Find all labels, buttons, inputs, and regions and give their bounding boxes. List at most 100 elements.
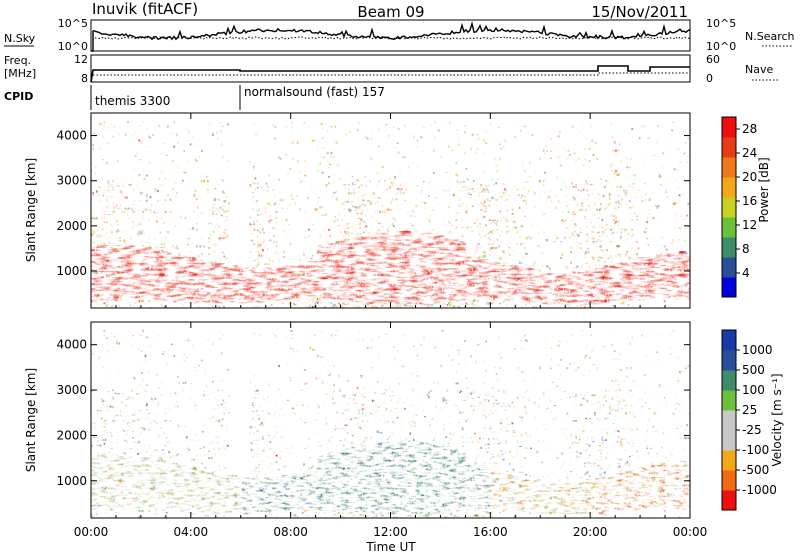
power-cell: [290, 293, 293, 297]
power-cell: [91, 291, 93, 295]
power-cell: [335, 240, 338, 244]
power-cell: [296, 279, 299, 282]
power-cell: [220, 263, 223, 266]
power-cell: [149, 259, 152, 262]
power-cell: [207, 289, 209, 293]
power-cell: [184, 289, 187, 293]
power-cell: [304, 277, 307, 280]
power-cell: [328, 253, 330, 256]
power-cell: [323, 281, 325, 285]
power-cell: [138, 263, 141, 266]
power-cell: [331, 281, 334, 285]
power-cell: [117, 293, 119, 297]
power-cell: [288, 271, 290, 274]
power-cell: [218, 283, 221, 287]
power-cell: [298, 283, 300, 287]
power-cell: [308, 295, 310, 299]
power-cell: [270, 293, 273, 297]
power-cell: [102, 263, 104, 266]
power-cell: [256, 214, 259, 217]
power-cell: [114, 291, 117, 295]
power-cell: [135, 267, 138, 270]
power-cell: [109, 281, 112, 285]
power-cell: [338, 240, 340, 244]
power-cell: [255, 265, 258, 268]
power-cell: [139, 269, 142, 272]
power-cell: [192, 287, 194, 291]
power-cell: [313, 289, 315, 293]
power-cell: [249, 171, 252, 175]
power-cell: [319, 259, 322, 262]
power-cell: [204, 267, 207, 270]
power-cell: [160, 275, 163, 278]
power-cell: [99, 259, 102, 262]
power-cell: [274, 273, 277, 276]
power-cell: [234, 281, 237, 285]
power-cell: [93, 279, 96, 282]
power-cell: [331, 287, 334, 291]
power-cell: [157, 257, 159, 260]
power-cell: [308, 277, 310, 280]
power-cell: [286, 267, 289, 270]
power-cell: [343, 234, 345, 238]
power-cell: [190, 173, 193, 177]
power-cell: [140, 249, 143, 252]
power-cell: [325, 269, 328, 272]
power-cell: [105, 245, 108, 248]
power-cell: [119, 283, 122, 287]
power-cell: [269, 226, 272, 230]
power-cell: [286, 281, 289, 285]
power-cell: [341, 293, 344, 297]
power-cell: [94, 259, 97, 262]
power-cell: [289, 279, 292, 282]
power-cell: [187, 257, 189, 260]
power-cell: [325, 285, 328, 289]
power-cell: [98, 247, 101, 250]
power-cell: [316, 281, 319, 285]
power-cell: [301, 263, 304, 266]
power-cell: [159, 263, 162, 266]
power-cell: [306, 291, 309, 295]
power-cell: [152, 291, 154, 295]
power-cell: [100, 196, 103, 199]
power-cell: [296, 273, 299, 276]
power-cell: [336, 283, 339, 287]
power-cell: [183, 297, 186, 301]
power-cell: [189, 287, 192, 291]
power-cell: [269, 204, 272, 207]
power-cell: [104, 245, 107, 248]
power-cell: [129, 283, 132, 287]
power-cell: [338, 293, 340, 297]
power-cell: [324, 269, 327, 272]
power-cell: [330, 265, 333, 268]
power-cell: [130, 287, 133, 291]
power-cell: [350, 295, 353, 299]
power-cell: [301, 297, 304, 301]
power-cell: [350, 299, 353, 303]
power-cell: [276, 267, 279, 270]
power-cell: [119, 190, 122, 193]
power-cell: [195, 275, 198, 278]
power-cell: [134, 269, 137, 272]
power-cell: [157, 265, 159, 268]
power-cell: [270, 271, 273, 274]
power-cell: [165, 259, 168, 262]
power-cell: [163, 267, 166, 270]
power-cell: [140, 232, 143, 236]
power-cell: [132, 257, 134, 260]
power-cell: [214, 226, 217, 230]
power-cell: [202, 281, 204, 285]
power-cell: [219, 291, 222, 295]
power-cell: [173, 269, 176, 272]
power-cell: [112, 277, 114, 280]
power-cell: [281, 297, 284, 301]
power-cell: [240, 283, 243, 287]
power-cell: [335, 279, 338, 282]
power-cell: [167, 251, 169, 254]
power-cell: [142, 267, 144, 270]
power-cell: [115, 277, 118, 280]
power-cell: [324, 273, 327, 276]
power-cell: [99, 277, 102, 280]
power-cell: [240, 273, 243, 276]
